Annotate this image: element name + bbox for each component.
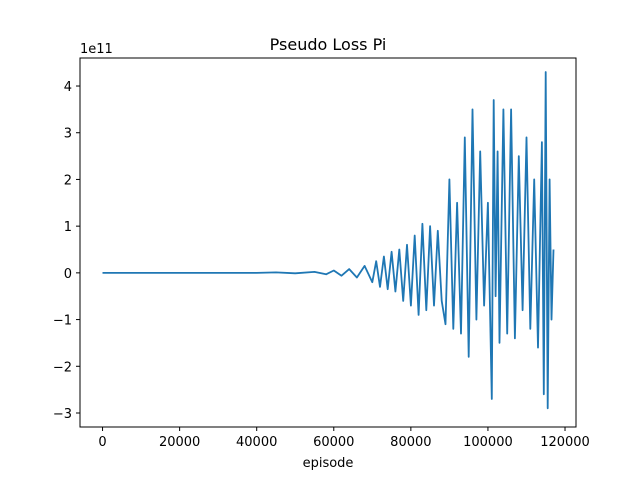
y-tick-label: 1 bbox=[64, 220, 72, 235]
y-tick-label: −2 bbox=[53, 360, 72, 375]
y-tick-label: 4 bbox=[64, 80, 72, 95]
x-tick-label: 100000 bbox=[463, 435, 513, 450]
y-offset-text: 1e11 bbox=[80, 42, 113, 57]
x-tick-label: 60000 bbox=[313, 435, 354, 450]
x-tick-label: 40000 bbox=[236, 435, 277, 450]
chart-title: Pseudo Loss Pi bbox=[270, 35, 387, 54]
plot-area-frame bbox=[79, 57, 577, 428]
x-tick-label: 20000 bbox=[159, 435, 200, 450]
x-tick-label: 120000 bbox=[540, 435, 590, 450]
y-tick-label: 2 bbox=[64, 173, 72, 188]
x-tick-label: 80000 bbox=[390, 435, 431, 450]
y-tick-label: −3 bbox=[53, 407, 72, 422]
y-tick-label: 0 bbox=[64, 267, 72, 282]
series-line bbox=[102, 71, 555, 410]
x-axis-label: episode bbox=[303, 456, 354, 471]
y-tick-label: 3 bbox=[64, 127, 72, 142]
x-tick-label: 0 bbox=[98, 435, 106, 450]
y-tick-label: −1 bbox=[53, 314, 72, 329]
